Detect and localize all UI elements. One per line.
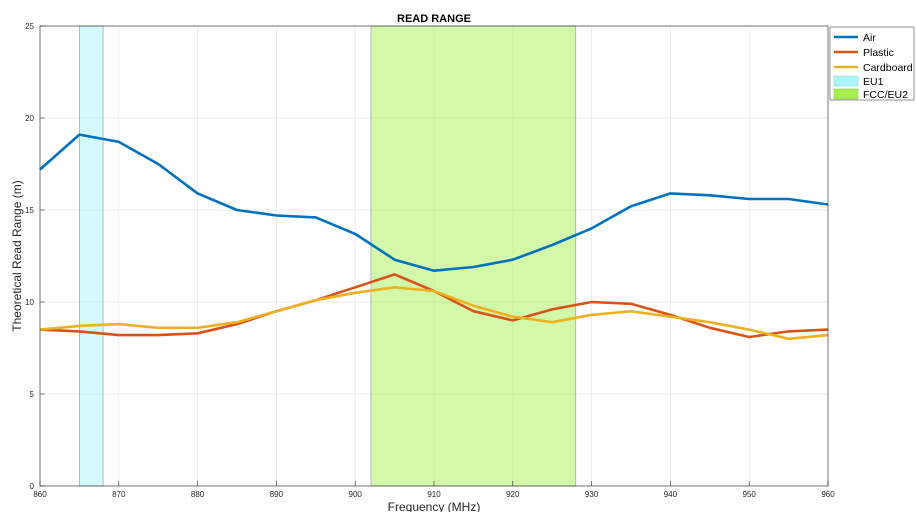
y-axis-label: Theoretical Read Range (m)	[10, 180, 24, 331]
y-tick-label: 25	[25, 22, 34, 31]
legend-label-fcc-eu2: FCC/EU2	[863, 89, 908, 101]
x-axis-ticks: 860 870 880 890 900 910 920 930 940 950 960	[33, 481, 835, 499]
y-tick-label: 20	[25, 114, 34, 123]
series-lines	[39, 133, 829, 341]
x-tick-label: 930	[585, 490, 599, 499]
x-tick-label: 920	[506, 490, 520, 499]
legend-label-cardboard: Cardboard	[863, 62, 913, 74]
x-tick-label: 900	[349, 490, 363, 499]
x-tick-label: 940	[664, 490, 678, 499]
x-tick-label: 880	[191, 490, 205, 499]
chart-title: READ RANGE	[397, 13, 471, 25]
x-tick-label: 860	[33, 490, 47, 499]
band-fcc-eu2	[370, 25, 577, 487]
y-tick-label: 15	[25, 206, 34, 215]
legend-box	[829, 26, 915, 101]
x-tick-label: 890	[270, 490, 284, 499]
legend-swatch-eu1	[833, 75, 859, 87]
band-eu1	[79, 25, 104, 487]
legend-label-plastic: Plastic	[863, 47, 894, 59]
x-axis-label: Frequency (MHz)	[388, 500, 481, 512]
x-tick-label: 960	[821, 490, 835, 499]
y-tick-label: 10	[25, 298, 34, 307]
y-tick-label: 5	[30, 390, 35, 399]
y-tick-label: 0	[30, 482, 35, 491]
y-axis-ticks: 0 5 10 15 20 25	[25, 22, 45, 491]
series-line-cardboard	[39, 285, 829, 341]
legend-label-air: Air	[863, 32, 876, 44]
legend-label-eu1: EU1	[863, 76, 884, 88]
legend-swatch-fcc-eu2	[833, 88, 859, 100]
x-tick-label: 870	[112, 490, 126, 499]
legend: Air Plastic Cardboard EU1 FCC/EU2	[829, 26, 915, 101]
x-tick-label: 950	[743, 490, 757, 499]
x-tick-label: 910	[427, 490, 441, 499]
series-line-air	[39, 133, 829, 273]
